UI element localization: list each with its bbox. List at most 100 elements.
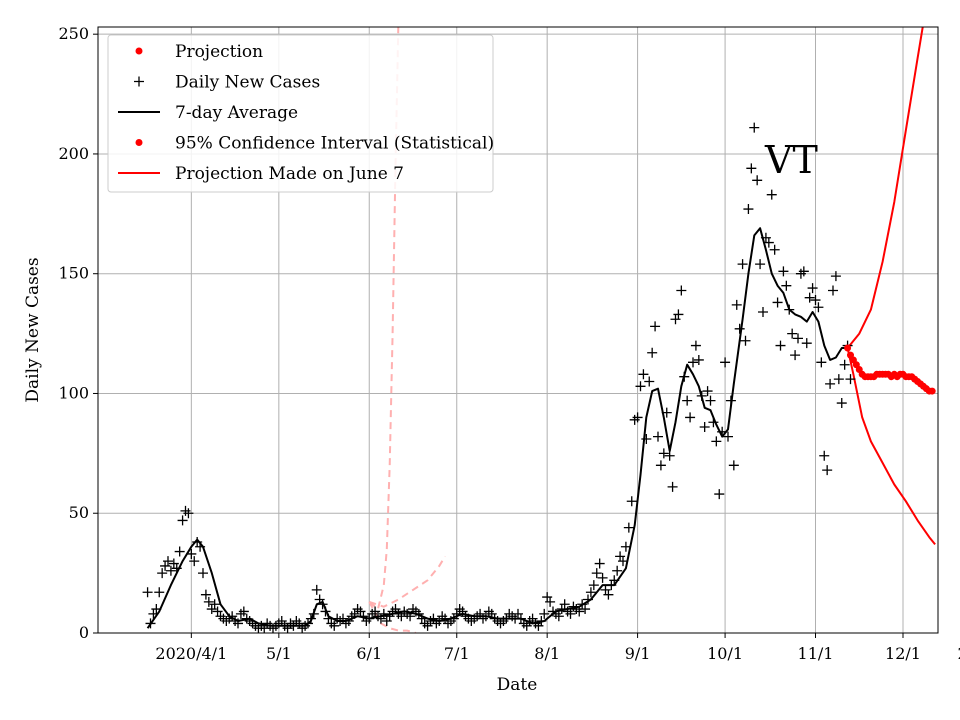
daily-case-point [839, 359, 850, 370]
legend: Projection Daily New Cases 7-day Average 95… [107, 34, 494, 193]
daily-case-point [620, 541, 631, 552]
daily-case-point [594, 558, 605, 569]
daily-case-point [183, 508, 194, 519]
daily-case-point [233, 618, 243, 629]
daily-case-point [200, 589, 211, 600]
daily-case-point [647, 347, 658, 358]
daily-case-point [588, 580, 599, 591]
daily-case-point [696, 390, 707, 401]
daily-case-point [597, 572, 608, 583]
daily-case-point [720, 357, 731, 368]
plot-area [142, 27, 936, 633]
daily-case-point [661, 407, 672, 418]
daily-case-point [766, 189, 777, 200]
daily-case-point [151, 604, 162, 615]
legend-box [107, 34, 494, 193]
daily-case-point [758, 307, 768, 318]
daily-case-point [658, 448, 669, 459]
daily-case-point [644, 376, 655, 387]
daily-case-point [177, 515, 188, 526]
daily-case-point [702, 386, 713, 397]
daily-case-point [186, 548, 197, 559]
daily-case-point [743, 204, 754, 215]
daily-case-point [728, 460, 739, 471]
daily-case-point [828, 285, 838, 296]
daily-case-point [545, 596, 556, 607]
x-tick-label: 2021/1/1 [957, 644, 960, 663]
daily-case-point [198, 568, 208, 579]
legend-label-daily-new-cases: Daily New Cases [175, 73, 320, 93]
x-tick-label: 2020/4/1 [155, 644, 227, 663]
daily-case-point [798, 266, 809, 277]
daily-case-point [688, 357, 698, 368]
daily-case-point [825, 378, 836, 389]
daily-case-point [781, 280, 792, 291]
daily-case-point [612, 565, 623, 576]
daily-case-point [693, 354, 704, 365]
daily-case-point [708, 417, 719, 428]
daily-case-point [618, 556, 628, 567]
x-tick-label: 9/1 [625, 644, 651, 663]
daily-case-point [209, 599, 220, 610]
daily-case-point [163, 556, 173, 567]
daily-case-point [405, 611, 416, 622]
daily-case-point [784, 304, 795, 315]
x-tick-label: 7/1 [444, 644, 470, 663]
projection-made-on-june-7-lower-ci-line [368, 601, 417, 633]
daily-case-point [626, 496, 637, 507]
daily-case-point [609, 575, 620, 586]
daily-case-point [731, 299, 742, 310]
y-axis-title: Daily New Cases [23, 257, 43, 402]
daily-case-point [320, 606, 331, 617]
daily-case-point [638, 369, 649, 380]
daily-case-point [635, 381, 646, 392]
daily-case-point [778, 266, 789, 277]
projection-point [928, 387, 936, 395]
daily-case-point [755, 259, 766, 270]
daily-case-point [238, 606, 249, 617]
daily-case-point [836, 398, 847, 409]
daily-case-point [574, 606, 585, 617]
daily-case-point [717, 426, 728, 437]
legend-label-projection-made-on-june-7: Projection Made on June 7 [175, 164, 404, 184]
daily-case-point [673, 309, 684, 320]
y-axis: 0 50 100 150 200 250 [58, 24, 98, 642]
daily-case-point [679, 371, 690, 382]
daily-case-point [145, 618, 156, 629]
daily-case-point [676, 285, 687, 296]
daily-case-point [559, 599, 570, 610]
daily-case-point [769, 244, 780, 255]
x-tick-label: 10/1 [707, 644, 743, 663]
daily-case-point [737, 259, 748, 270]
daily-case-point [775, 340, 786, 351]
daily-case-point [650, 321, 661, 332]
daily-case-point [690, 340, 701, 351]
95-confidence-interval-lower-line [846, 347, 936, 546]
daily-case-point [171, 563, 182, 574]
legend-label-95-confidence-interval-statistical: 95% Confidence Interval (Statistical) [175, 134, 494, 154]
daily-case-point [740, 335, 751, 346]
daily-case-point [154, 587, 165, 598]
daily-case-point [790, 350, 801, 361]
daily-case-point [378, 608, 389, 619]
projection-made-on-june-7-upper-ci-line [368, 27, 400, 611]
y-tick-label: 150 [58, 264, 89, 283]
legend-label-7-day-average: 7-day Average [175, 103, 298, 123]
x-axis-title: Date [497, 675, 538, 695]
y-tick-label: 50 [69, 503, 89, 522]
legend-marker-95-confidence-interval-statistical [135, 139, 143, 146]
daily-case-point [536, 616, 547, 627]
daily-case-point [804, 292, 815, 303]
daily-case-point [553, 611, 564, 622]
daily-case-point [772, 297, 783, 308]
daily-case-point [653, 431, 663, 442]
x-tick-label: 12/1 [885, 644, 921, 663]
daily-case-point [752, 175, 763, 186]
projection-made-on-june-7-projection-line [368, 555, 446, 608]
daily-case-point [667, 481, 678, 492]
daily-case-point [539, 608, 550, 619]
daily-case-point [807, 283, 818, 294]
daily-case-point [641, 433, 652, 444]
projection-point [844, 344, 852, 352]
